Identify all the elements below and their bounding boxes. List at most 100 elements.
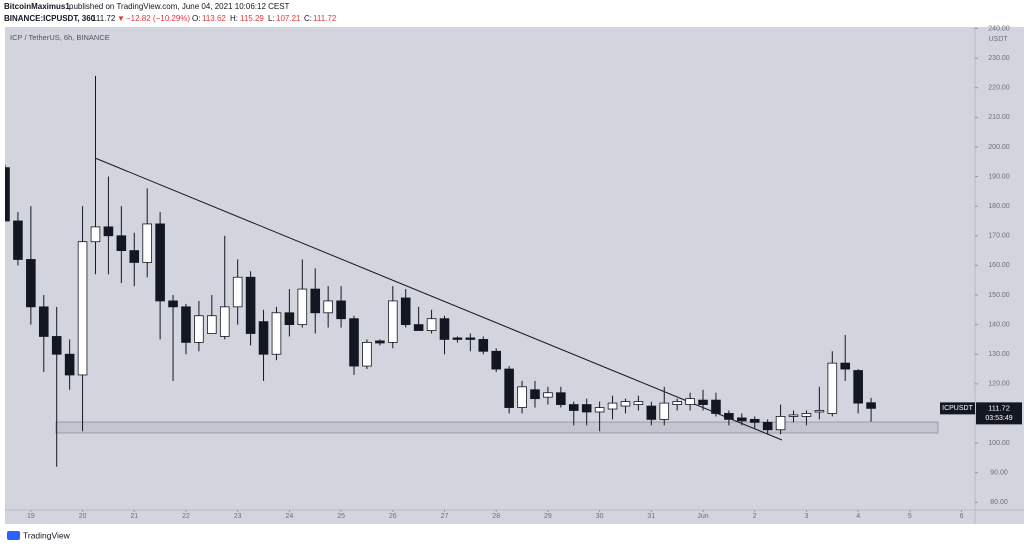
candle-body [853, 370, 863, 404]
candle-body [219, 306, 230, 337]
candle-body [711, 399, 721, 414]
candle-body [439, 318, 450, 340]
candle-body [581, 404, 592, 413]
candle-body [116, 235, 127, 251]
candle-body [568, 404, 579, 411]
price-axis [975, 27, 1024, 510]
candle-body [517, 386, 527, 408]
candle-body [737, 417, 747, 422]
x-tick-label: 28 [492, 513, 500, 520]
candle-body [685, 398, 695, 405]
x-tick-label: 5 [908, 513, 912, 520]
candle-body [168, 300, 178, 308]
candle-body [387, 300, 398, 343]
candle-body [465, 337, 476, 340]
candle-body [26, 259, 36, 308]
candle-body [181, 306, 191, 343]
x-tick-label: 24 [285, 513, 293, 520]
candle-body [672, 401, 682, 405]
axis-unit: USDT [988, 36, 1008, 43]
candle-body [478, 339, 489, 352]
y-tick-label: 150.00 [988, 292, 1010, 299]
last-price-box [976, 402, 1022, 425]
candle-body [724, 413, 734, 420]
time-axis [5, 510, 1024, 524]
y-tick-label: 200.00 [988, 144, 1010, 151]
y-tick-label: 140.00 [988, 321, 1010, 328]
candle-body [413, 324, 424, 331]
candle-body [594, 407, 605, 413]
x-tick-label: 30 [596, 513, 604, 520]
last: 111.72 [92, 14, 116, 23]
candle-body [51, 336, 62, 355]
candle-body [646, 405, 657, 420]
x-tick-label: 21 [130, 513, 138, 520]
c-label: C: [304, 14, 312, 23]
o-label: O: [192, 14, 200, 23]
candle-body [310, 288, 321, 314]
x-tick-label: 29 [544, 513, 552, 520]
candle-body [633, 401, 644, 405]
candle-body [38, 306, 49, 337]
candle-body [362, 341, 372, 367]
candle-body [349, 318, 359, 367]
published: published on TradingView.com, June 04, 2… [69, 2, 290, 11]
candle-body [194, 315, 204, 343]
candle-body [452, 337, 463, 340]
y-tick-label: 160.00 [988, 262, 1010, 269]
legend-title: ICP / TetherUS, 6h, BINANCE [10, 33, 110, 42]
o-value: 113.62 [202, 14, 226, 23]
candle-body [659, 402, 670, 420]
candle-body [607, 402, 618, 410]
y-tick-label: 190.00 [988, 173, 1010, 180]
plot-area [5, 27, 975, 510]
candle-body [814, 410, 825, 413]
y-tick-label: 230.00 [988, 55, 1010, 62]
y-tick-label: 170.00 [988, 233, 1010, 240]
candle-body [504, 368, 514, 408]
candle-body [323, 300, 333, 314]
candle-body [698, 399, 708, 405]
footer: TradingView [7, 530, 71, 540]
logo [7, 531, 20, 540]
h-value: 115.29 [240, 14, 264, 23]
candle-body [207, 315, 217, 334]
x-tick-label: 19 [27, 513, 35, 520]
x-tick-label: 4 [856, 513, 860, 520]
symbol: BINANCE:ICPUSDT, 360 [4, 14, 96, 23]
candle-body [5, 167, 10, 222]
x-tick-label: 26 [389, 513, 397, 520]
y-tick-label: 120.00 [988, 381, 1010, 388]
x-tick-label: 6 [960, 513, 964, 520]
candle-body [491, 350, 501, 370]
candle-body [788, 414, 799, 417]
support-zone [55, 421, 939, 434]
candle-body [258, 321, 269, 355]
y-tick-label: 100.00 [988, 440, 1010, 447]
candle-body [426, 318, 437, 331]
candle-body [866, 402, 876, 409]
y-tick-label: 180.00 [988, 203, 1010, 210]
candle-body [129, 250, 140, 263]
y-tick-label: 210.00 [988, 114, 1010, 121]
candles [5, 75, 876, 467]
x-tick-label: 3 [804, 513, 808, 520]
l-label: L: [268, 14, 275, 23]
candle-body [155, 223, 165, 302]
candle-body [762, 421, 773, 431]
countdown: 03:53:49 [985, 415, 1012, 422]
candle-body [543, 392, 553, 398]
y-tick-label: 90.00 [990, 470, 1008, 477]
y-tick-label: 130.00 [988, 351, 1010, 358]
candle-body [749, 418, 760, 423]
author: BitcoinMaximus1 [4, 2, 70, 11]
c-value: 111.72 [313, 14, 337, 23]
y-tick-label: 220.00 [988, 85, 1010, 92]
candle-body [620, 401, 631, 407]
y-tick-label: 80.00 [990, 499, 1008, 506]
candle-body [556, 392, 566, 405]
last-symbol-box [940, 402, 975, 415]
change: −12.82 (−10.29%) [126, 14, 190, 23]
candle-body [840, 362, 851, 370]
